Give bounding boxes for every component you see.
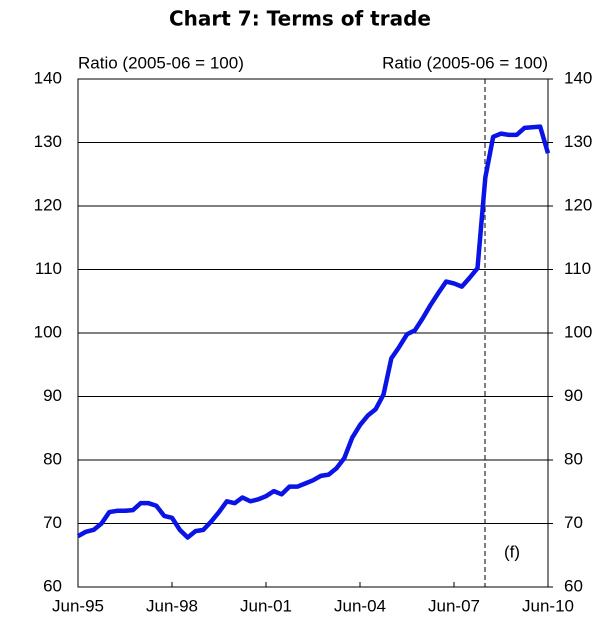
- y-tick-label: 100: [34, 322, 62, 341]
- y-axis-label: Ratio (2005-06 = 100): [78, 53, 244, 72]
- y-tick-label: 110: [35, 259, 62, 278]
- y-tick-label: 130: [34, 132, 62, 151]
- y-tick-label: 120: [34, 195, 62, 214]
- y-tick-label: 90: [43, 386, 62, 405]
- annotation: (f): [504, 542, 520, 561]
- y2-tick-label: 70: [564, 513, 583, 532]
- y2-tick-label: 130: [564, 132, 592, 151]
- y2-tick-label: 120: [564, 195, 592, 214]
- y2-tick-label: 80: [564, 449, 583, 468]
- x-tick-label: Jun-95: [52, 596, 104, 615]
- y2-tick-label: 140: [564, 68, 592, 87]
- y2-tick-label: 60: [564, 576, 583, 595]
- x-tick-label: Jun-07: [428, 596, 480, 615]
- y-tick-label: 70: [43, 513, 62, 532]
- y2-axis-label: Ratio (2005-06 = 100): [382, 53, 548, 72]
- y-tick-label: 60: [43, 576, 62, 595]
- y-tick-label: 80: [43, 449, 62, 468]
- x-tick-label: Jun-10: [522, 596, 574, 615]
- y-tick-label: 140: [34, 68, 62, 87]
- x-tick-label: Jun-98: [146, 596, 198, 615]
- y2-tick-label: 110: [564, 259, 591, 278]
- y2-tick-label: 100: [564, 322, 592, 341]
- y2-tick-label: 90: [564, 386, 583, 405]
- x-tick-label: Jun-04: [334, 596, 386, 615]
- data-line: [76, 124, 551, 540]
- chart-title: Chart 7: Terms of trade: [169, 7, 431, 31]
- x-tick-label: Jun-01: [240, 596, 292, 615]
